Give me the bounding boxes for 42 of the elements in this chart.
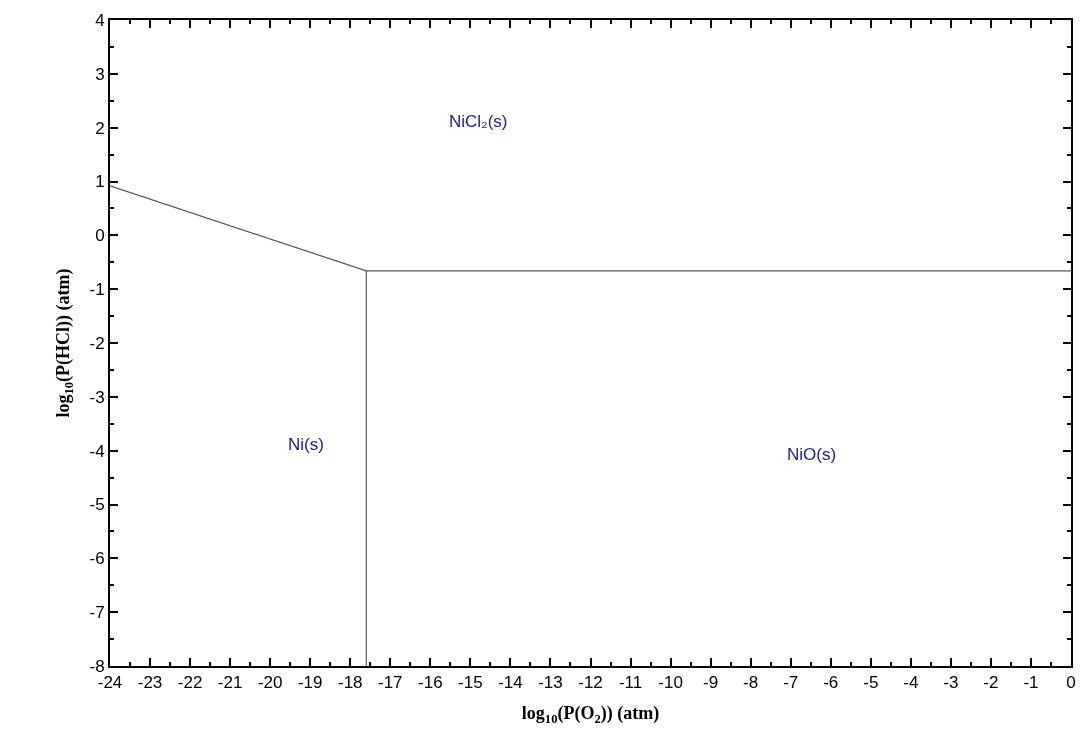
x-tick-label: -23 bbox=[137, 673, 163, 693]
annotation: NiO(s) bbox=[787, 445, 837, 464]
x-tick-label: -15 bbox=[458, 673, 483, 693]
x-tick-label: -18 bbox=[337, 673, 363, 693]
y-tick-label: 3 bbox=[95, 64, 105, 84]
y-tick-label: -8 bbox=[89, 656, 105, 676]
annotation: NiCl₂(s) bbox=[449, 112, 508, 131]
x-tick-label: -24 bbox=[97, 673, 123, 693]
y-tick-label: -7 bbox=[89, 603, 105, 623]
x-tick-label: -19 bbox=[297, 673, 323, 693]
x-tick-label: -13 bbox=[538, 673, 563, 693]
x-tick-label: -16 bbox=[418, 673, 443, 693]
y-tick-label: 1 bbox=[95, 172, 105, 192]
x-axis-title: log$_{10}$(P(O$_{2}$)) (atm) bbox=[521, 703, 660, 726]
x-tick-label: -8 bbox=[743, 673, 759, 693]
y-tick-label: -3 bbox=[89, 387, 105, 407]
x-tick-label: -10 bbox=[658, 673, 683, 693]
x-tick-label: -2 bbox=[983, 673, 999, 693]
x-tick-label: -22 bbox=[177, 673, 203, 693]
y-tick-label: -4 bbox=[89, 441, 105, 461]
y-tick-label: 2 bbox=[95, 118, 105, 138]
x-tick-label: -1 bbox=[1023, 673, 1039, 693]
x-tick-label: -3 bbox=[943, 673, 959, 693]
y-tick-label: 4 bbox=[95, 10, 105, 30]
annotation: Ni(s) bbox=[288, 435, 324, 454]
y-tick-label: 0 bbox=[95, 226, 105, 246]
x-tick-label: -6 bbox=[823, 673, 839, 693]
x-tick-label: -12 bbox=[578, 673, 603, 693]
x-tick-label: -21 bbox=[217, 673, 243, 693]
x-tick-label: -9 bbox=[703, 673, 719, 693]
x-tick-label: -20 bbox=[257, 673, 283, 693]
y-tick-label: -1 bbox=[89, 280, 105, 300]
y-tick-label: -2 bbox=[89, 333, 105, 353]
y-tick-label: -6 bbox=[89, 549, 105, 569]
x-tick-label: -11 bbox=[618, 673, 643, 693]
y-tick-label: -5 bbox=[89, 495, 105, 515]
x-tick-label: -4 bbox=[903, 673, 919, 693]
x-tick-label: -14 bbox=[498, 673, 523, 693]
x-tick-label: 0 bbox=[1066, 673, 1076, 693]
x-tick-label: -17 bbox=[378, 673, 403, 693]
x-tick-label: -7 bbox=[783, 673, 799, 693]
x-tick-label: -5 bbox=[863, 673, 879, 693]
